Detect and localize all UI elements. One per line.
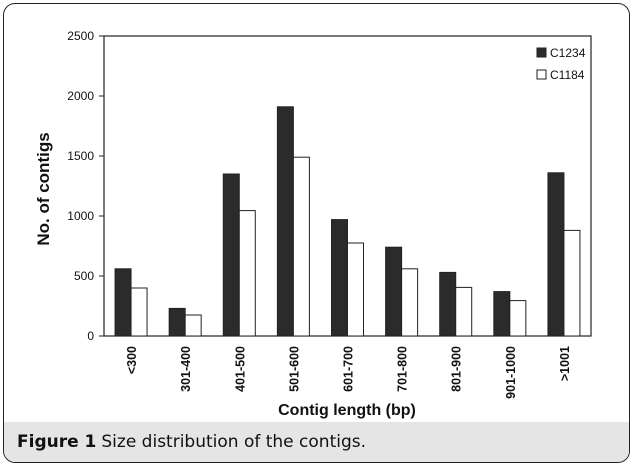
figure-caption: Figure 1 Size distribution of the contig… [4, 422, 629, 462]
x-tick-label: <300 [125, 346, 139, 374]
bar-c1184-1 [184, 314, 202, 337]
x-tick-label: 901-1000 [504, 346, 518, 399]
bar-c1234-2 [222, 173, 240, 337]
x-tick-label: 801-900 [450, 346, 464, 392]
bar-c1184-3 [292, 156, 310, 337]
y-tick-label: 2000 [67, 89, 94, 103]
y-axis-label: No. of contigs [34, 132, 53, 245]
bar-chart: No. of contigs Contig length (bp) 0 500 10… [34, 29, 592, 419]
y-tick-label: 1000 [67, 209, 94, 223]
bar-c1234-6 [439, 271, 457, 337]
x-tick-label: 301-400 [179, 346, 193, 392]
x-tick-label: 601-700 [342, 346, 356, 392]
legend-swatch-c1184 [536, 69, 547, 80]
caption-label: Figure 1 [17, 432, 97, 452]
bar-c1234-7 [493, 291, 511, 337]
x-axis-label: Contig length (bp) [278, 402, 416, 419]
x-tick-label: 701-800 [396, 346, 410, 392]
bar-c1234-1 [168, 307, 186, 337]
bar-c1234-3 [276, 106, 294, 337]
bar-c1234-0 [114, 268, 132, 337]
y-tick-label: 1500 [67, 149, 94, 163]
bar-c1234-8 [547, 172, 565, 337]
bar-c1184-5 [401, 268, 419, 337]
bar-c1184-2 [238, 210, 256, 337]
bar-c1184-0 [130, 287, 148, 337]
bar-c1184-4 [347, 242, 364, 337]
bar-c1234-5 [385, 246, 403, 337]
legend-swatch-c1234 [536, 47, 547, 58]
bar-c1184-7 [509, 300, 527, 337]
bar-c1184-6 [455, 286, 473, 337]
bar-c1184-8 [563, 229, 581, 337]
figure-frame: No. of contigs Contig length (bp) 0 500 10… [3, 3, 630, 463]
y-tick-label: 2500 [67, 29, 94, 43]
x-tick-label: 501-600 [287, 346, 301, 392]
x-tick-label: >1001 [558, 346, 572, 381]
legend-label-c1184: C1184 [550, 68, 585, 82]
y-tick-label: 0 [87, 329, 94, 343]
caption-text: Size distribution of the contigs. [101, 432, 367, 452]
y-tick-label: 500 [74, 269, 94, 283]
plot-area: 0 500 1000 1500 2000 2500 <300 301-400 401-500 50… [67, 29, 592, 399]
legend-label-c1234: C1234 [550, 46, 586, 60]
x-tick-label: 401-500 [233, 346, 247, 392]
bar-c1234-4 [331, 219, 348, 337]
